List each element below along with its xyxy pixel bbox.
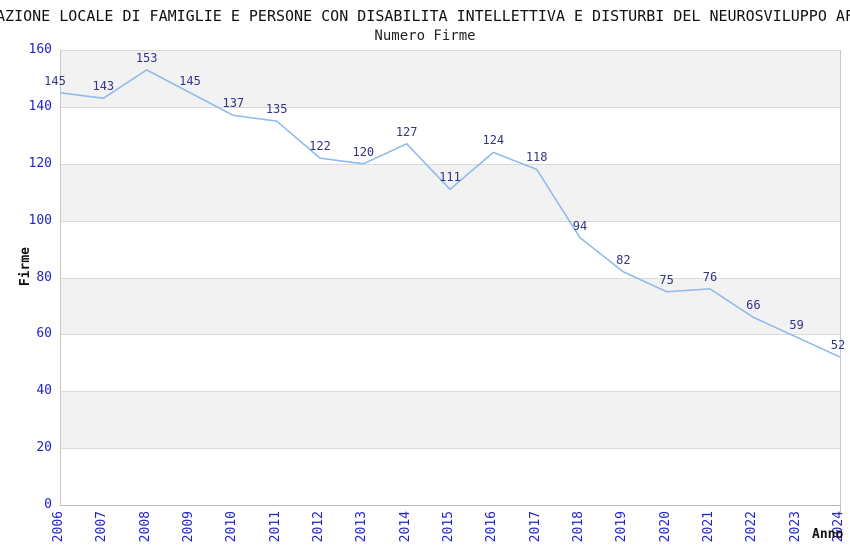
y-tick-label: 160 (28, 42, 52, 57)
data-point-label: 135 (265, 102, 288, 117)
data-point-label: 59 (789, 318, 804, 333)
data-point-label: 143 (92, 79, 115, 94)
data-point-label: 127 (395, 124, 418, 139)
y-tick-label: 100 (28, 212, 52, 228)
plot-band (60, 391, 840, 449)
y-tick-label: 80 (36, 269, 52, 285)
trend-line (59, 69, 841, 358)
data-point-label: 124 (482, 133, 505, 148)
data-point-label: 111 (439, 170, 461, 185)
data-point-label: 145 (179, 73, 201, 88)
y-tick-label: 60 (36, 326, 52, 342)
data-point-label: 145 (44, 73, 66, 88)
gridline (60, 163, 840, 165)
x-axis-line (60, 505, 841, 506)
data-point-label: 118 (525, 150, 548, 165)
y-tick-label: 120 (28, 155, 52, 171)
data-point-label: 76 (702, 269, 718, 284)
plot-band (60, 277, 840, 335)
y-tick-label: 140 (28, 98, 52, 114)
y-tick-label: 0 (44, 497, 52, 512)
y-tick-label: 40 (36, 383, 52, 399)
y-axis-line (60, 50, 61, 506)
gridline (60, 391, 840, 393)
chart-subtitle: Numero Firme (374, 28, 476, 44)
x-axis-title: Anno (812, 527, 844, 542)
right-axis-line (840, 50, 841, 512)
gridline (60, 50, 840, 51)
gridline (60, 448, 840, 450)
gridline (60, 106, 840, 108)
data-point-label: 66 (746, 298, 761, 313)
data-point-label: 94 (572, 218, 588, 233)
data-point-label: 122 (309, 139, 331, 154)
gridline (60, 277, 840, 279)
data-point-label: 137 (222, 96, 245, 111)
y-tick-label: 20 (36, 440, 52, 456)
data-point-label: 82 (616, 252, 631, 267)
chart-title: AZIONE LOCALE DI FAMIGLIE E PERSONE CON … (0, 7, 850, 25)
plot-band (60, 163, 840, 221)
data-point-label: 153 (135, 50, 158, 65)
data-point-label: 120 (352, 144, 375, 159)
gridline (60, 220, 840, 222)
data-point-label: 52 (830, 338, 846, 353)
plot-area (60, 50, 840, 505)
data-point-label: 75 (659, 272, 674, 287)
plot-band (60, 50, 840, 107)
gridline (60, 334, 840, 336)
